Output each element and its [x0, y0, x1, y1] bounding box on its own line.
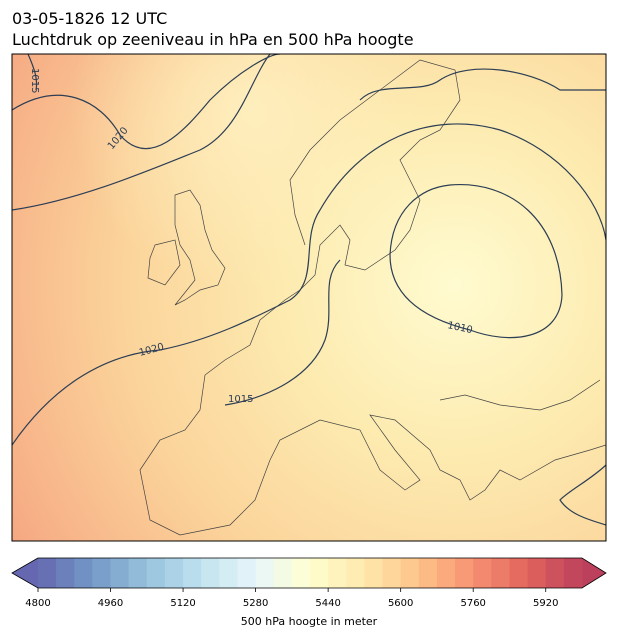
colorbar-cell	[38, 558, 57, 588]
map: 1015 1020 1010 1020 1015	[12, 54, 606, 541]
colorbar-tick-label: 5760	[460, 598, 485, 609]
colorbar-cell	[545, 558, 565, 588]
colorbar-cell	[273, 558, 293, 588]
height-field	[12, 54, 606, 541]
colorbar-tick-label: 5920	[533, 598, 558, 609]
contour-label: 1015	[29, 68, 40, 93]
colorbar-extend-low	[12, 558, 38, 588]
colorbar-cell	[382, 558, 402, 588]
colorbar-cell	[128, 558, 148, 588]
colorbar-cell	[146, 558, 166, 588]
colorbar-cell	[563, 558, 583, 588]
colorbar-cell	[291, 558, 311, 588]
colorbar-cell	[346, 558, 365, 588]
colorbar-cell	[92, 558, 112, 588]
colorbar-cell	[527, 558, 547, 588]
colorbar-label: 500 hPa hoogte in meter	[241, 615, 378, 628]
contour-label: 1010	[446, 320, 473, 336]
title: 03-05-1826 12 UTC	[12, 9, 167, 28]
colorbar-tick-label: 4960	[98, 598, 123, 609]
colorbar-cell	[219, 558, 238, 588]
colorbar-cell	[164, 558, 184, 588]
colorbar-tick-label: 5600	[388, 598, 413, 609]
colorbar-cell	[255, 558, 275, 588]
colorbar-cell	[436, 558, 456, 588]
colorbar-tick-label: 5280	[243, 598, 268, 609]
colorbar-cell	[491, 558, 510, 588]
colorbar-cell	[74, 558, 93, 588]
contour-label: 1015	[228, 394, 253, 405]
pressure-contours	[12, 54, 606, 526]
colorbar-tick-label: 5120	[170, 598, 195, 609]
subtitle: Luchtdruk op zeeniveau in hPa en 500 hPa…	[12, 30, 414, 49]
colorbar-tick-label: 5440	[315, 598, 340, 609]
colorbar-cell	[201, 558, 220, 588]
colorbar-cell	[56, 558, 75, 588]
coastlines	[139, 59, 606, 536]
colorbar-cell	[110, 558, 130, 588]
colorbar-extend-high	[582, 558, 606, 588]
colorbar-cell	[400, 558, 420, 588]
colorbar-cell	[418, 558, 438, 588]
colorbar-tick-label: 4800	[25, 598, 50, 609]
colorbar-cell	[509, 558, 529, 588]
colorbar: 4800 4960 5120 5280 5440 5600 5760 5920	[11, 557, 607, 609]
colorbar-cell	[310, 558, 329, 588]
colorbar-cell	[237, 558, 257, 588]
colorbar-cell	[183, 558, 202, 588]
map-frame	[11, 53, 607, 542]
colorbar-cell	[364, 558, 384, 588]
colorbar-outline	[11, 557, 607, 589]
colorbar-cell	[455, 558, 474, 588]
colorbar-cell	[328, 558, 347, 588]
colorbar-cell	[473, 558, 492, 588]
